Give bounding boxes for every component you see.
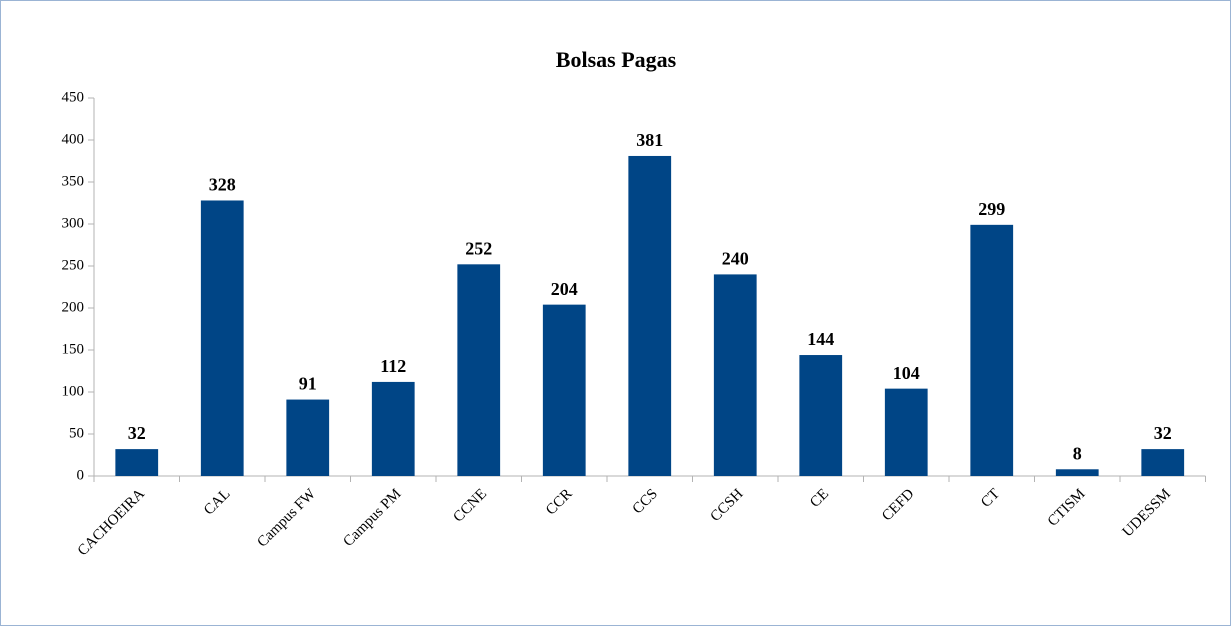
y-tick-label: 350 [62,173,85,189]
data-label: 32 [1154,423,1172,443]
bar [628,155,672,476]
bar [884,388,928,476]
bar [1141,449,1185,476]
bar [457,264,501,476]
bar [200,200,244,477]
y-tick-label: 400 [62,131,85,147]
bar [115,449,159,476]
data-label: 112 [380,356,406,376]
data-label: 204 [551,279,578,299]
y-tick-label: 450 [62,89,85,105]
y-tick-label: 200 [62,299,85,315]
y-tick-label: 100 [62,383,85,399]
data-label: 8 [1073,443,1082,463]
bar [542,304,586,476]
data-label: 299 [978,199,1005,219]
y-tick-label: 250 [62,257,85,273]
data-label: 91 [299,374,317,394]
chart-title: Bolsas Pagas [556,47,677,72]
bar [713,274,757,476]
y-tick-label: 150 [62,341,85,357]
data-label: 32 [128,423,146,443]
data-label: 328 [209,175,236,195]
bar [970,224,1014,476]
y-tick-label: 50 [69,425,84,441]
data-label: 104 [893,363,920,383]
bar [286,399,330,476]
y-tick-label: 300 [62,215,85,231]
data-label: 144 [807,329,834,349]
bar [371,381,415,476]
data-label: 381 [636,130,663,150]
data-label: 240 [722,249,749,269]
y-tick-label: 0 [77,467,85,483]
data-label: 252 [465,238,492,258]
bar [799,355,843,476]
bar [1055,469,1099,476]
